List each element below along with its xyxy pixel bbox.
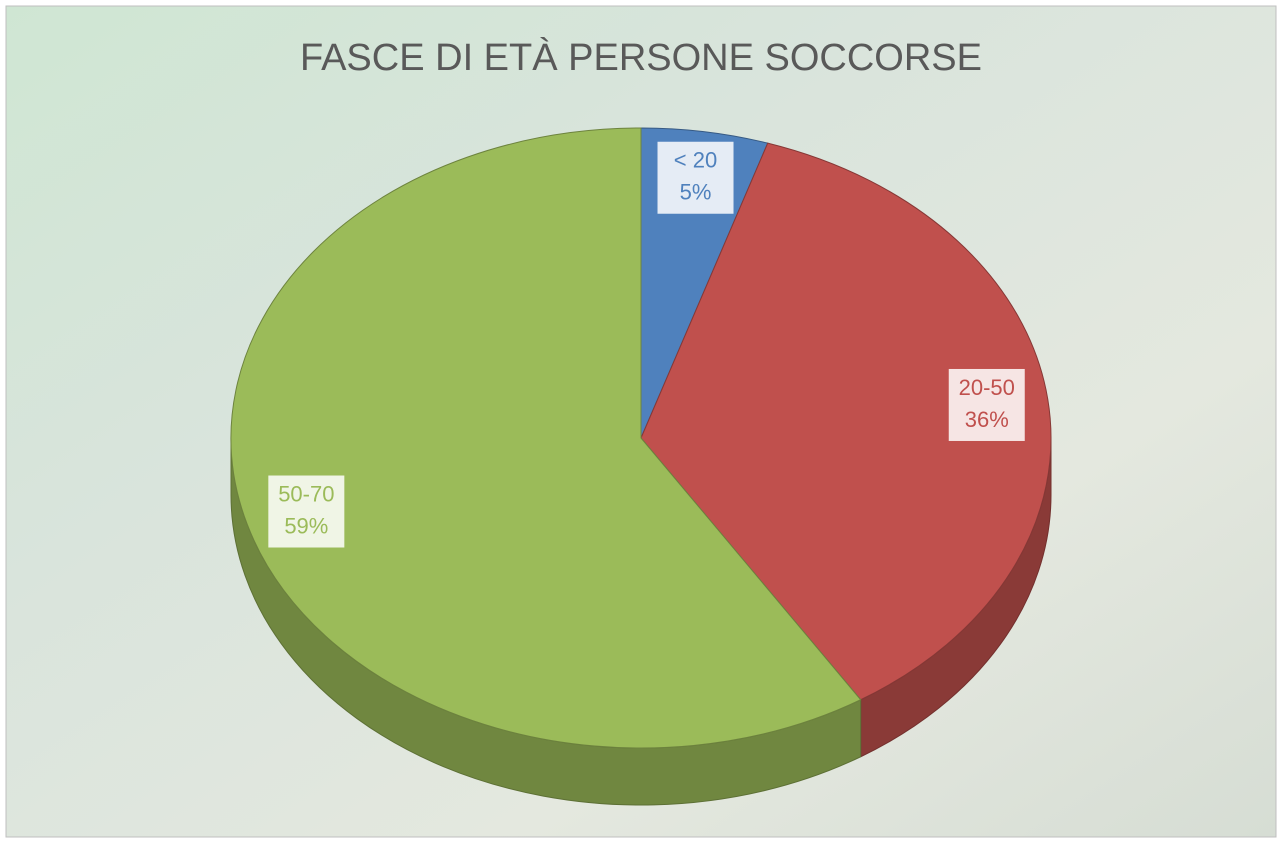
page: FASCE DI ETÀ PERSONE SOCCORSE < 20 5% 20-5… (0, 0, 1283, 843)
pie: < 20 5% 20-50 36% 50-70 59% (231, 128, 1051, 805)
data-label-category: < 20 (674, 148, 717, 173)
data-label-value: 59% (284, 513, 328, 538)
data-label-value: 36% (965, 407, 1009, 432)
data-label-category: 50-70 (278, 481, 334, 506)
chart-title: FASCE DI ETÀ PERSONE SOCCORSE (300, 36, 982, 79)
data-label-category: 20-50 (959, 375, 1015, 400)
chart: FASCE DI ETÀ PERSONE SOCCORSE < 20 5% 20-5… (0, 0, 1283, 843)
data-label-value: 5% (680, 180, 712, 205)
